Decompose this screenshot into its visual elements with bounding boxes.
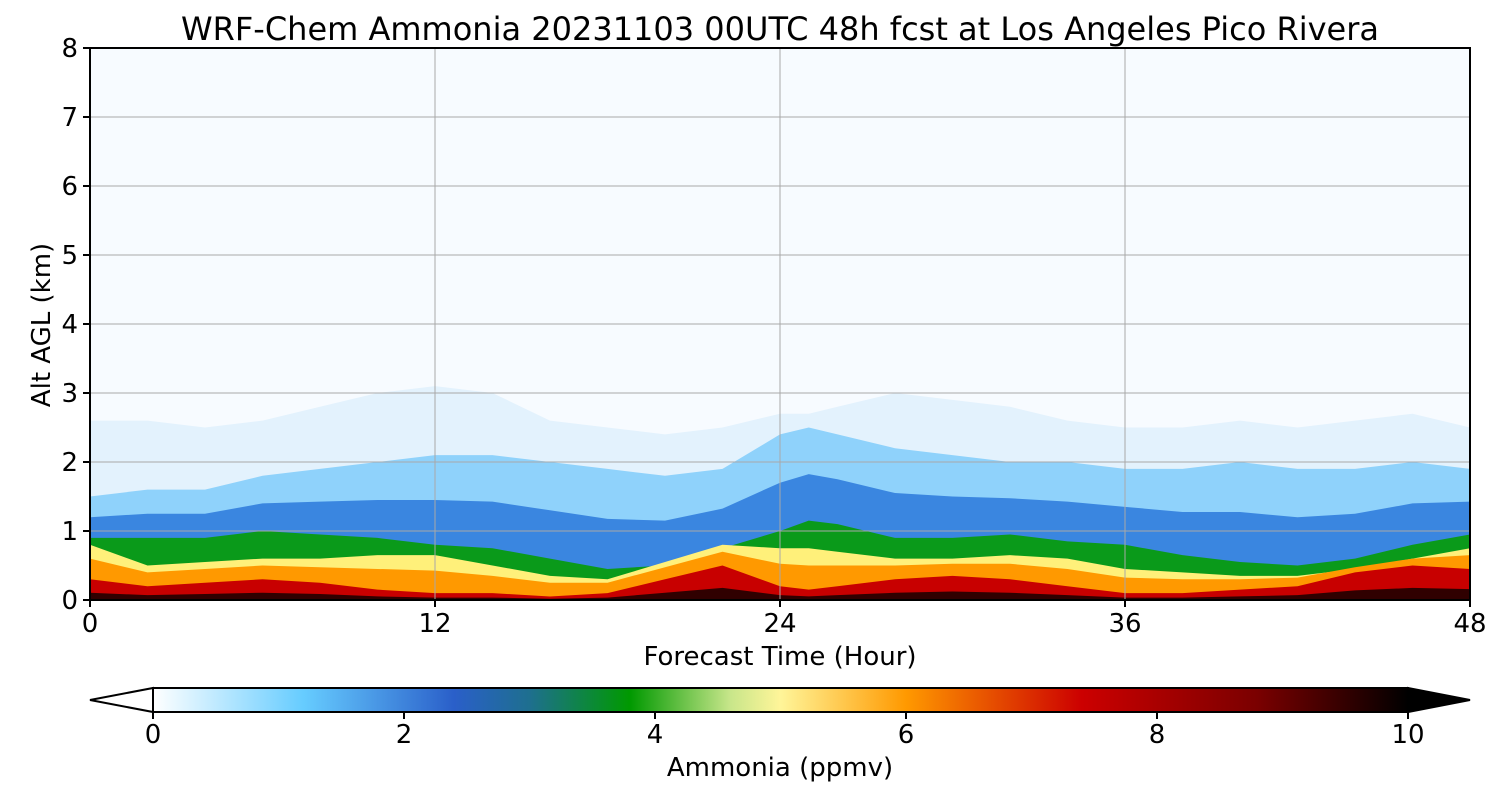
y-axis-ticks: 0 1 2 3 4 5 6 7 8 [61, 34, 90, 616]
y-tick-label-8: 8 [61, 34, 78, 64]
y-tick-label-6: 6 [61, 172, 78, 202]
colorbar: 0 2 4 6 8 10 Ammonia (ppmv) [89, 686, 1471, 783]
chart-title: WRF-Chem Ammonia 20231103 00UTC 48h fcst… [181, 10, 1379, 48]
y-axis-label: Alt AGL (km) [27, 243, 57, 407]
y-tick-label-5: 5 [61, 241, 78, 271]
x-tick-label-12: 12 [418, 609, 451, 639]
y-tick-label-3: 3 [61, 379, 78, 409]
x-tick-label-24: 24 [763, 609, 796, 639]
y-tick-label-1: 1 [61, 517, 78, 547]
colorbar-tick-label-6: 6 [898, 720, 915, 750]
colorbar-extend-high [1407, 686, 1471, 714]
x-axis-ticks: 0 12 24 36 48 [82, 600, 1487, 639]
y-tick-label-2: 2 [61, 448, 78, 478]
colorbar-frame [152, 687, 1409, 713]
x-axis-label: Forecast Time (Hour) [643, 642, 916, 672]
x-tick-label-0: 0 [82, 609, 99, 639]
colorbar-tick-label-10: 10 [1391, 720, 1424, 750]
colorbar-tick-label-4: 4 [647, 720, 664, 750]
y-tick-label-4: 4 [61, 310, 78, 340]
colorbar-label: Ammonia (ppmv) [667, 753, 893, 783]
colorbar-tick-label-8: 8 [1149, 720, 1166, 750]
x-tick-label-48: 48 [1453, 609, 1486, 639]
colorbar-bar [153, 688, 1408, 712]
colorbar-extend-low [89, 686, 154, 714]
colorbar-ticks: 0 2 4 6 8 10 [145, 712, 1425, 750]
colorbar-tick-label-0: 0 [145, 720, 162, 750]
y-tick-label-7: 7 [61, 103, 78, 133]
x-tick-label-36: 36 [1108, 609, 1141, 639]
y-tick-label-0: 0 [61, 586, 78, 616]
colorbar-tick-label-2: 2 [396, 720, 413, 750]
